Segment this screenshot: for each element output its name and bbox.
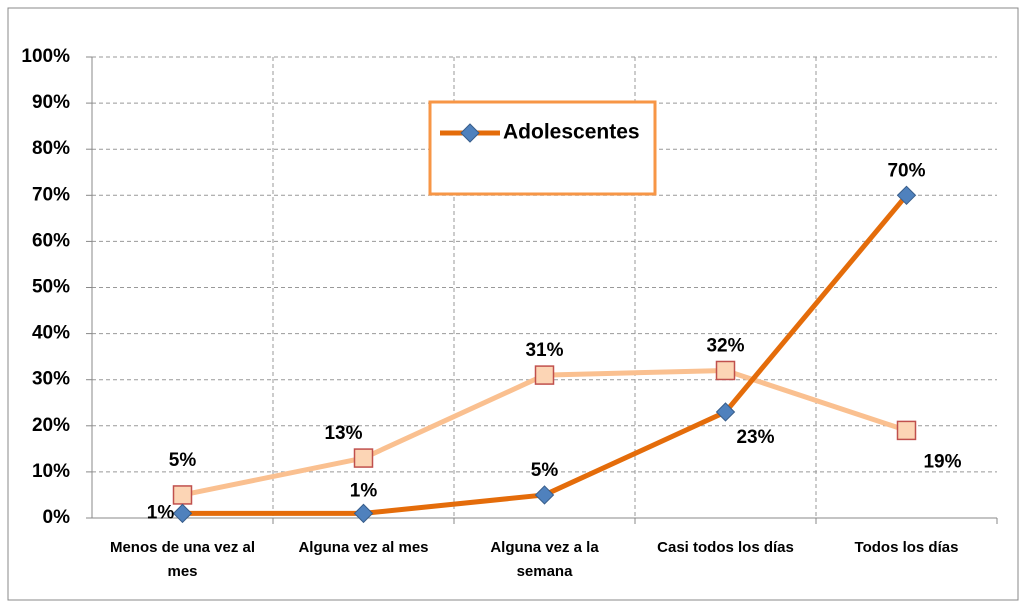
legend-label: Adolescentes	[503, 121, 640, 144]
y-tick-label: 80%	[32, 138, 70, 159]
y-tick-label: 90%	[32, 92, 70, 113]
y-tick-label: 30%	[32, 369, 70, 390]
y-tick-label: 0%	[43, 507, 71, 528]
x-tick-label: Menos de una vez al mes	[110, 539, 255, 580]
data-label: 13%	[324, 423, 362, 444]
data-label: 5%	[531, 460, 559, 481]
y-tick-label: 10%	[32, 461, 70, 482]
y-tick-label: 20%	[32, 415, 70, 436]
marker	[353, 448, 374, 468]
marker	[172, 485, 193, 505]
data-label: 5%	[169, 450, 197, 471]
marker	[172, 503, 193, 524]
y-tick-label: 100%	[21, 46, 70, 67]
marker	[896, 185, 917, 206]
data-label: 1%	[147, 502, 175, 523]
x-tick-label: Alguna vez al mes	[298, 539, 428, 556]
y-tick-label: 70%	[32, 184, 70, 205]
x-tick-label: Casi todos los días	[657, 539, 794, 556]
marker	[534, 485, 555, 505]
data-label: 23%	[736, 427, 774, 448]
marker	[715, 360, 736, 381]
legend-box	[428, 100, 657, 196]
marker	[353, 503, 374, 524]
data-label: 1%	[350, 480, 378, 501]
legend-marker	[460, 123, 480, 143]
y-tick-label: 50%	[32, 277, 70, 298]
x-tick-label: Alguna vez a la semana	[490, 539, 599, 580]
data-label: 19%	[923, 451, 961, 472]
marker	[715, 402, 736, 422]
data-label: 32%	[706, 335, 744, 356]
marker	[896, 420, 917, 441]
data-label: 31%	[525, 340, 563, 361]
y-tick-label: 40%	[32, 323, 70, 344]
marker	[534, 365, 555, 385]
data-label: 70%	[887, 160, 925, 181]
x-tick-label: Todos los días	[855, 539, 959, 556]
y-tick-label: 60%	[32, 230, 70, 251]
